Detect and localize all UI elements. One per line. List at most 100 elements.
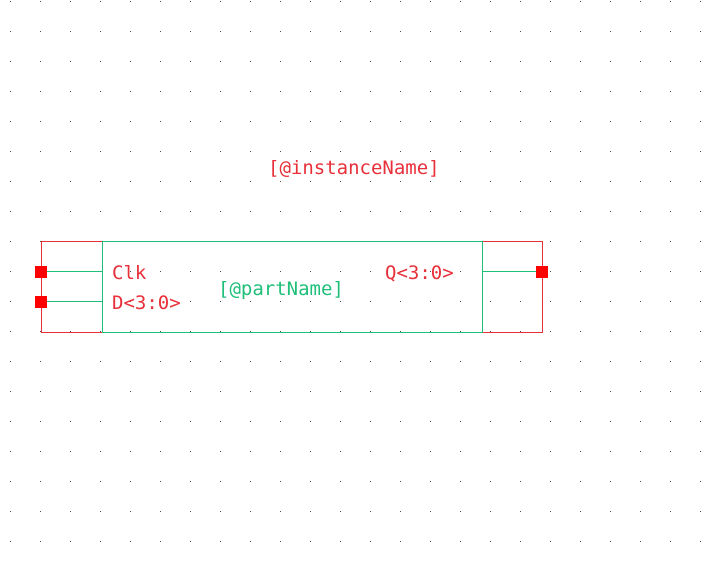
grid-dot <box>280 421 281 422</box>
grid-dot <box>130 421 131 422</box>
grid-dot <box>580 91 581 92</box>
grid-dot <box>340 451 341 452</box>
grid-dot <box>220 181 221 182</box>
grid-dot <box>310 91 311 92</box>
grid-dot <box>670 91 671 92</box>
grid-dot <box>100 151 101 152</box>
grid-dot <box>640 151 641 152</box>
grid-dot <box>130 301 131 302</box>
grid-dot <box>130 331 131 332</box>
grid-dot <box>370 121 371 122</box>
grid-dot <box>400 181 401 182</box>
grid-dot <box>340 421 341 422</box>
pin-marker-clk[interactable] <box>35 266 47 278</box>
symbol-body[interactable] <box>102 241 483 333</box>
grid-dot <box>280 91 281 92</box>
pin-marker-q[interactable] <box>536 266 548 278</box>
grid-dot <box>220 541 221 542</box>
grid-dot <box>400 421 401 422</box>
grid-dot <box>130 31 131 32</box>
grid-dot <box>460 151 461 152</box>
grid-dot <box>160 151 161 152</box>
grid-dot <box>40 331 41 332</box>
grid-dot <box>250 541 251 542</box>
grid-dot <box>220 481 221 482</box>
grid-dot <box>340 391 341 392</box>
grid-dot <box>130 151 131 152</box>
grid-dot <box>670 181 671 182</box>
grid-dot <box>610 541 611 542</box>
grid-dot <box>430 151 431 152</box>
grid-dot <box>40 421 41 422</box>
grid-dot <box>370 61 371 62</box>
grid-dot <box>460 91 461 92</box>
grid-dot <box>310 331 311 332</box>
grid-dot <box>430 271 431 272</box>
grid-dot <box>250 31 251 32</box>
grid-dot <box>310 421 311 422</box>
grid-dot <box>460 421 461 422</box>
grid-dot <box>340 361 341 362</box>
grid-dot <box>190 31 191 32</box>
grid-dot <box>550 511 551 512</box>
grid-dot <box>430 91 431 92</box>
grid-dot <box>430 121 431 122</box>
grid-dot <box>130 361 131 362</box>
grid-dot <box>520 451 521 452</box>
grid-dot <box>250 151 251 152</box>
grid-dot <box>400 331 401 332</box>
grid-dot <box>370 301 371 302</box>
grid-dot <box>310 181 311 182</box>
grid-dot <box>520 121 521 122</box>
grid-dot <box>550 331 551 332</box>
grid-dot <box>430 331 431 332</box>
grid-dot <box>520 1 521 2</box>
grid-dot <box>460 61 461 62</box>
grid-dot <box>520 361 521 362</box>
grid-dot <box>40 241 41 242</box>
grid-dot <box>160 541 161 542</box>
grid-dot <box>190 1 191 2</box>
grid-dot <box>520 481 521 482</box>
grid-dot <box>580 451 581 452</box>
grid-dot <box>160 211 161 212</box>
pin-marker-d[interactable] <box>35 296 47 308</box>
grid-dot <box>220 421 221 422</box>
grid-dot <box>610 31 611 32</box>
grid-dot <box>670 31 671 32</box>
grid-dot <box>670 301 671 302</box>
grid-dot <box>400 301 401 302</box>
grid-dot <box>190 541 191 542</box>
grid-dot <box>580 301 581 302</box>
grid-dot <box>430 61 431 62</box>
grid-dot <box>340 61 341 62</box>
grid-dot <box>190 451 191 452</box>
grid-dot <box>490 451 491 452</box>
grid-dot <box>490 151 491 152</box>
grid-dot <box>700 211 701 212</box>
grid-dot <box>310 511 311 512</box>
grid-dot <box>700 91 701 92</box>
grid-dot <box>100 1 101 2</box>
grid-dot <box>700 61 701 62</box>
grid-dot <box>70 451 71 452</box>
grid-dot <box>580 1 581 2</box>
grid-dot <box>280 271 281 272</box>
grid-dot <box>640 181 641 182</box>
pin-label-clk: Clk <box>112 262 147 284</box>
grid-dot <box>580 391 581 392</box>
grid-dot <box>310 31 311 32</box>
grid-dot <box>70 1 71 2</box>
grid-dot <box>250 331 251 332</box>
grid-dot <box>70 211 71 212</box>
grid-dot <box>400 391 401 392</box>
grid-dot <box>670 1 671 2</box>
grid-dot <box>250 271 251 272</box>
pin-label-q: Q<3:0> <box>385 262 454 284</box>
grid-dot <box>610 121 611 122</box>
grid-dot <box>160 1 161 2</box>
grid-dot <box>190 121 191 122</box>
grid-dot <box>250 1 251 2</box>
grid-dot <box>190 301 191 302</box>
